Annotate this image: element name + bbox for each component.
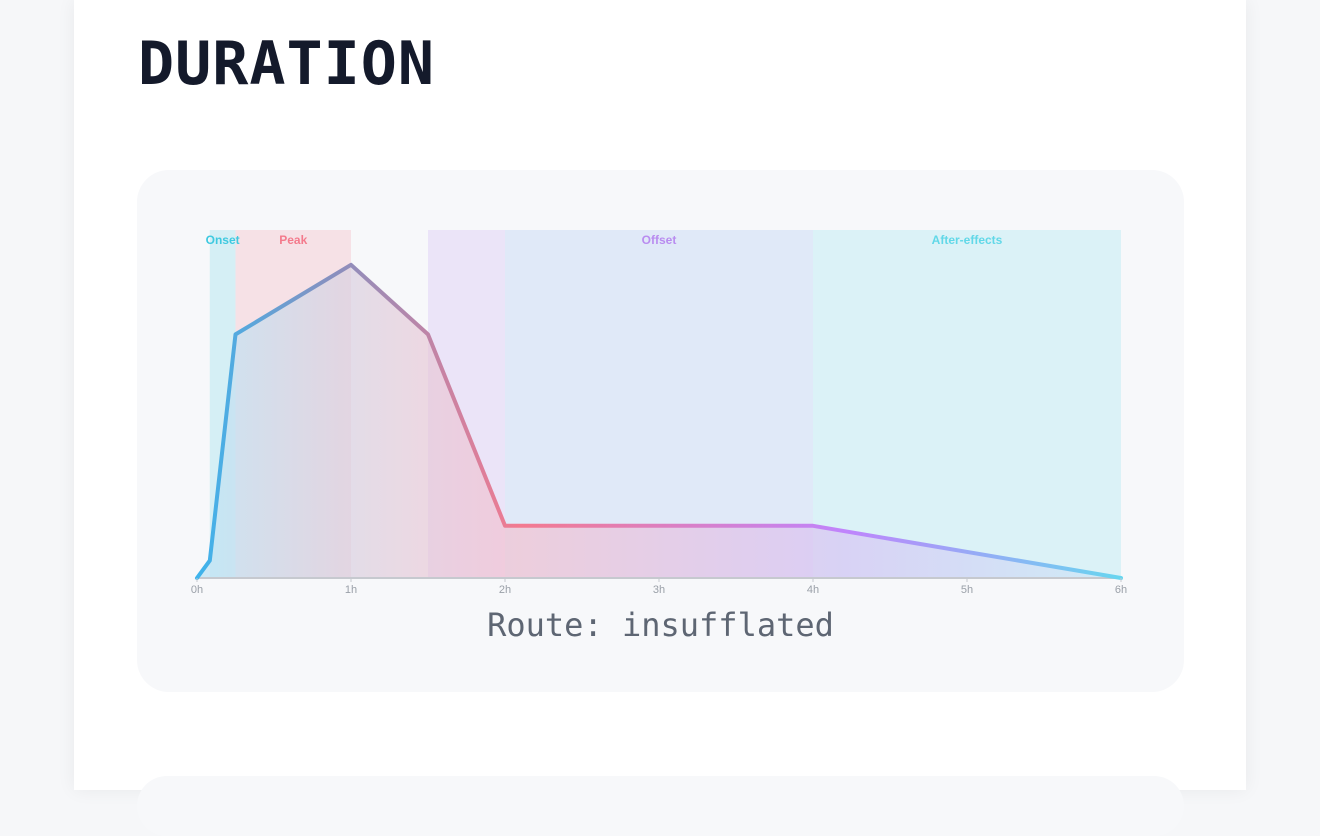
duration-chart: 0h 1h 2h 3h 4h 5h 6h Onset Peak Offset After-effe… xyxy=(191,230,1127,596)
route-caption: Route: insufflated xyxy=(487,606,834,644)
phase-label-peak: Peak xyxy=(279,233,307,247)
content-panel: DURATION xyxy=(74,0,1246,836)
x-tick-label: 4h xyxy=(807,584,819,596)
phase-label-onset: Onset xyxy=(206,233,240,247)
phase-band-offset xyxy=(505,230,813,578)
phase-band-after-effects xyxy=(813,230,1121,578)
x-tick-label: 3h xyxy=(653,584,665,596)
duration-chart-card: 0h 1h 2h 3h 4h 5h 6h Onset Peak Offset After-effe… xyxy=(137,170,1184,692)
duration-area-fill xyxy=(197,264,1121,578)
x-tick-label: 6h xyxy=(1115,584,1127,596)
x-tick-label: 0h xyxy=(191,584,203,596)
phase-label-after-effects: After-effects xyxy=(932,233,1003,247)
x-tick-label: 1h xyxy=(345,584,357,596)
phase-label-offset: Offset xyxy=(642,233,677,247)
section-heading: DURATION xyxy=(138,29,435,99)
x-tick-label: 5h xyxy=(961,584,973,596)
duration-curve-line xyxy=(195,262,1123,580)
next-section-card xyxy=(137,776,1184,836)
x-tick-label: 2h xyxy=(499,584,511,596)
